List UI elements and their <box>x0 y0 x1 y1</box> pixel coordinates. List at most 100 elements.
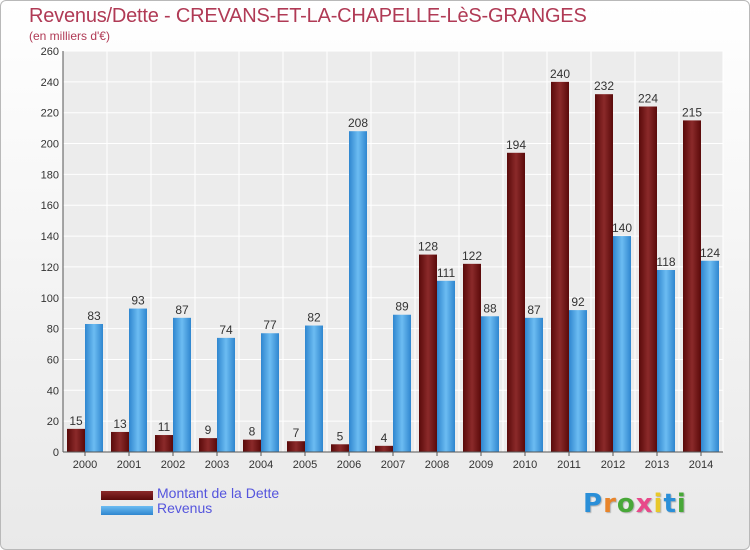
bar-debt <box>331 444 349 452</box>
x-tick-label: 2012 <box>601 459 625 471</box>
bar-revenue <box>613 236 631 452</box>
y-tick-label: 0 <box>53 447 59 459</box>
axis-layer: 0 20 40 60 80 100 120 140 160 180 200 220 240 260 2000… <box>41 46 723 471</box>
bar-revenue <box>437 280 455 452</box>
bar-revenue <box>481 316 499 452</box>
bar-debt <box>507 152 525 453</box>
x-tick-label: 2009 <box>469 459 493 471</box>
x-tick-label: 2014 <box>689 459 713 471</box>
data-label-revenue: 74 <box>219 323 233 337</box>
x-tick-label: 2007 <box>381 459 405 471</box>
legend-label-revenue: Revenus <box>157 500 213 516</box>
y-tick-label: 180 <box>41 169 59 181</box>
data-label-debt: 11 <box>158 420 171 434</box>
bar-debt <box>551 81 569 452</box>
data-label-revenue: 87 <box>527 303 541 317</box>
y-tick-label: 80 <box>47 324 59 336</box>
bar-revenue <box>349 131 367 452</box>
data-label-revenue: 89 <box>395 300 409 314</box>
bar-debt <box>419 254 437 452</box>
legend-swatch-revenue <box>101 506 153 515</box>
bar-revenue <box>525 317 543 452</box>
bar-revenue <box>657 270 675 452</box>
logo-letter: x <box>635 489 654 519</box>
logo-letter: t <box>663 489 677 519</box>
data-label-revenue: 93 <box>131 294 145 308</box>
bar-debt <box>595 94 613 452</box>
x-tick-label: 2004 <box>249 459 273 471</box>
data-label-revenue: 111 <box>437 266 456 280</box>
bar-revenue <box>701 260 719 452</box>
bar-revenue <box>217 337 235 452</box>
logo-letter: i <box>676 489 687 519</box>
y-tick-label: 60 <box>47 354 59 366</box>
y-tick-label: 100 <box>41 293 59 305</box>
bar-revenue <box>393 314 411 452</box>
data-label-debt: 7 <box>293 426 300 440</box>
chart-subtitle: (en milliers d'€) <box>29 29 110 43</box>
data-label-revenue: 83 <box>87 309 101 323</box>
data-label-debt: 215 <box>682 105 702 119</box>
data-label-debt: 8 <box>249 425 256 439</box>
bar-revenue <box>305 325 323 452</box>
bar-layer: 1583139311879748777825208489128111122881… <box>67 67 720 453</box>
data-label-debt: 9 <box>205 423 212 437</box>
y-tick-label: 240 <box>41 77 59 89</box>
bar-debt <box>375 445 393 452</box>
bar-revenue <box>129 308 147 452</box>
y-tick-label: 40 <box>47 385 59 397</box>
data-label-revenue: 208 <box>348 116 368 130</box>
bar-debt <box>111 431 129 452</box>
proxiti-logo: Proxiti <box>583 489 687 519</box>
data-label-debt: 128 <box>418 240 438 254</box>
logo-letter: o <box>616 489 636 519</box>
x-tick-label: 2006 <box>337 459 361 471</box>
legend-label-debt: Montant de la Dette <box>157 485 280 501</box>
bar-debt <box>287 441 305 452</box>
y-tick-label: 140 <box>41 231 59 243</box>
bar-revenue <box>261 333 279 452</box>
x-tick-label: 2000 <box>73 459 97 471</box>
bar-debt <box>683 120 701 453</box>
legend-swatch-debt <box>101 491 153 500</box>
data-label-debt: 15 <box>69 414 83 428</box>
x-tick-label: 2008 <box>425 459 449 471</box>
data-label-revenue: 118 <box>656 255 675 269</box>
logo-letter: r <box>603 489 617 519</box>
data-label-debt: 224 <box>638 92 658 106</box>
data-label-revenue: 124 <box>700 246 720 260</box>
data-label-revenue: 92 <box>571 295 585 309</box>
bar-debt <box>155 435 173 452</box>
x-tick-label: 2005 <box>293 459 317 471</box>
logo-letter: i <box>653 489 664 519</box>
data-label-debt: 13 <box>113 417 127 431</box>
data-label-revenue: 88 <box>483 301 497 315</box>
y-tick-label: 260 <box>41 46 59 58</box>
y-tick-label: 200 <box>41 139 59 151</box>
bar-debt <box>463 263 481 452</box>
data-label-revenue: 77 <box>263 318 277 332</box>
bar-debt <box>243 439 261 452</box>
y-tick-label: 220 <box>41 108 59 120</box>
x-tick-label: 2001 <box>117 459 141 471</box>
data-label-debt: 5 <box>337 429 344 443</box>
bar-debt <box>67 428 85 452</box>
bar-revenue <box>173 317 191 452</box>
data-label-debt: 194 <box>506 138 526 152</box>
y-tick-label: 20 <box>47 416 59 428</box>
data-label-debt: 122 <box>462 249 482 263</box>
data-label-revenue: 140 <box>612 221 632 235</box>
y-tick-label: 120 <box>41 262 59 274</box>
data-label-revenue: 82 <box>307 311 321 325</box>
data-label-revenue: 87 <box>175 303 189 317</box>
data-label-debt: 232 <box>594 79 614 93</box>
x-tick-label: 2002 <box>161 459 185 471</box>
logo-letter: P <box>583 489 604 519</box>
data-label-debt: 240 <box>550 67 570 81</box>
bar-debt <box>199 438 217 452</box>
bar-revenue <box>85 323 103 452</box>
chart-title: Revenus/Dette - CREVANS-ET-LA-CHAPELLE-L… <box>29 5 587 27</box>
data-label-debt: 4 <box>381 431 388 445</box>
